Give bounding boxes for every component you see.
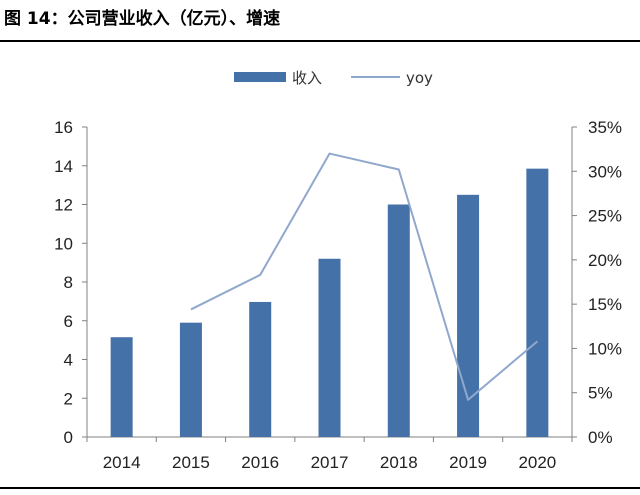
- left-axis-tick-label: 2: [64, 389, 73, 408]
- right-axis-tick-label: 0%: [588, 428, 613, 447]
- left-axis-tick-label: 10: [54, 234, 73, 253]
- chart-legend: 收入 yoy: [234, 69, 433, 87]
- x-axis-tick-label: 2016: [241, 453, 279, 472]
- right-axis-tick-label: 5%: [588, 384, 613, 403]
- left-axis-tick-label: 6: [64, 312, 73, 331]
- right-axis-tick-label: 35%: [588, 118, 622, 137]
- right-axis-tick-label: 15%: [588, 295, 622, 314]
- bottom-rule: [0, 487, 640, 489]
- right-axis-tick-label: 10%: [588, 339, 622, 358]
- revenue-bar: [457, 194, 480, 437]
- yoy-line: [190, 152, 539, 401]
- x-axis-tick-label: 2020: [518, 453, 556, 472]
- title-rule: [0, 40, 640, 42]
- left-axis-tick-label: 4: [64, 351, 73, 370]
- left-axis-tick-label: 14: [54, 157, 73, 176]
- x-axis-tick-label: 2015: [172, 453, 210, 472]
- figure-title: 图 14：公司营业收入（亿元）、增速: [4, 9, 281, 29]
- revenue-bar: [110, 337, 133, 437]
- revenue-bars: [110, 168, 549, 437]
- left-axis-tick-label: 16: [54, 118, 73, 137]
- legend-swatch-revenue: [234, 72, 286, 82]
- right-axis-tick-label: 30%: [588, 162, 622, 181]
- revenue-bar: [179, 322, 202, 437]
- yoy-line-series: [190, 152, 539, 401]
- x-axis-tick-label: 2019: [449, 453, 487, 472]
- left-axis-tick-label: 12: [54, 196, 73, 215]
- x-axis-tick-label: 2018: [380, 453, 418, 472]
- x-axis-tick-label: 2014: [103, 453, 141, 472]
- revenue-bar: [387, 204, 410, 437]
- revenue-bar: [249, 301, 272, 437]
- right-axis-tick-label: 20%: [588, 251, 622, 270]
- chart-axes: 0 2 4 6 8 10 12 14 16 0% 5% 10% 15% 20% 25% 30% 35% 2014 2…: [54, 118, 622, 472]
- legend-label-revenue: 收入: [292, 69, 322, 87]
- right-axis-tick-label: 25%: [588, 207, 622, 226]
- x-axis-tick-label: 2017: [311, 453, 349, 472]
- left-axis-tick-label: 8: [64, 273, 73, 292]
- revenue-bar: [526, 168, 549, 437]
- left-axis-tick-label: 0: [64, 428, 73, 447]
- legend-label-yoy: yoy: [406, 69, 433, 87]
- revenue-bar: [318, 258, 341, 437]
